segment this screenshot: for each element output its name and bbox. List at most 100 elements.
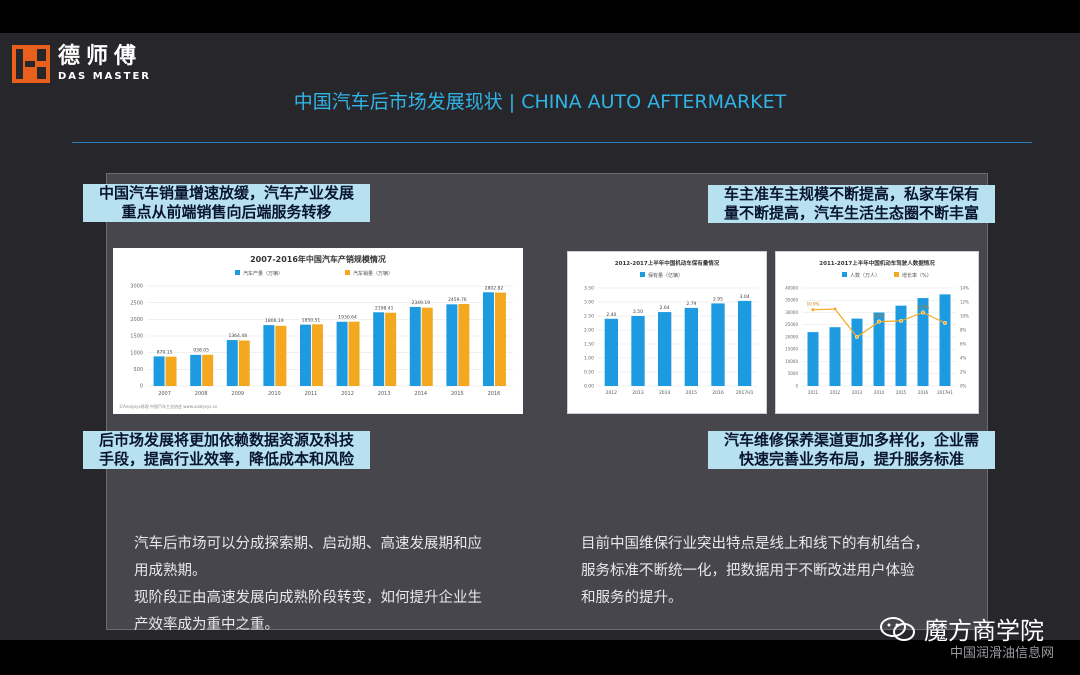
bar-sales [348,321,360,386]
y-tick-label: 1500 [130,334,143,340]
bar-sales [275,325,287,386]
x-tick-label: 2013 [378,391,391,397]
growth-point [942,320,948,326]
y-tick-label: 3.00 [584,300,594,306]
data-label: 2459.76 [448,297,467,303]
data-label: 2.79 [686,301,696,307]
chart-source: ©Analysys易观 中国汽车工业协会 www.analysys.cn [119,403,218,409]
y-tick-label: 0 [795,383,798,388]
data-label: 2349.19 [411,300,430,306]
bar-drivers [851,318,863,386]
y2-tick-label: 2% [960,370,967,375]
das-master-logo-icon [12,45,50,83]
callout-data-tech: 后市场发展将更加依赖数据资源及科技 手段，提高行业效率，降低成本和风险 [83,431,370,469]
legend-swatch-sales [345,270,350,275]
y-tick-label: 35000 [785,298,798,303]
callout-line: 重点从前端销售向后端服务转移 [121,203,332,221]
x-tick-label: 2008 [195,391,208,397]
paragraph-line: 和服务的提升。 [581,590,683,606]
x-tick-label: 2015 [686,390,698,396]
chart-title: 2007-2016年中国汽车产销规模情况 [250,254,386,264]
chart-title: 2011-2017上半年中国机动车驾驶人数据情况 [819,259,935,267]
bar-ownership [738,300,752,386]
bar-production [263,325,275,386]
bar-sales [494,292,506,386]
data-label: 2.95 [713,296,723,302]
watermark-site: 中国润滑油信息网 [949,646,1054,661]
bar-drivers [895,305,907,386]
y-tick-label: 500 [133,367,143,373]
watermark-brand: 魔方商学院 [878,611,1044,646]
growth-point [920,310,926,315]
paragraph-line: 目前中国维保行业突出特点是线上和线下的有机结合， [581,536,929,552]
bar-sales [202,354,214,386]
bar-drivers [873,312,885,386]
x-tick-label: 2014 [659,390,671,396]
y-tick-label: 10000 [785,359,798,364]
y-tick-label: 2500 [130,300,143,306]
y-tick-label: 0 [140,384,143,390]
data-label: 1850.51 [302,317,321,323]
callout-line: 车主准车主规模不断提高，私家车保有 [723,185,979,203]
watermark-brand-text: 魔方商学院 [924,617,1044,645]
paragraph-line: 产效率成为重中之重。 [134,617,279,633]
legend-swatch-production [235,270,240,275]
legend-growth: 增长率（%） [902,272,932,279]
x-tick-label: 2017H1 [736,390,754,396]
logo: 德师傅 DAS MASTER [12,45,151,83]
callout-line: 快速完善业务布局，提升服务标准 [738,450,964,468]
callout-channel-diversity: 汽车维修保养渠道更加多样化，企业需 快速完善业务布局，提升服务标准 [708,431,995,469]
y2-tick-label: 0% [960,384,967,389]
x-tick-label: 2012 [606,390,618,396]
x-tick-label: 2017H1 [937,390,953,395]
paragraph-line: 汽车后市场可以分成探索期、启动期、高速发展期和应 [134,536,482,552]
growth-point [832,306,838,312]
y-tick-label: 20000 [785,334,798,339]
y-tick-label: 3000 [130,284,143,290]
data-label: 938.05 [193,348,209,354]
chart-drivers-svg: 2011-2017上半年中国机动车驾驶人数据情况 人数（万人） 增长率（%） 0… [785,259,969,395]
y-tick-label: 3.50 [584,286,594,292]
wechat-icon [878,615,918,643]
callout-line: 中国汽车销量增速放缓，汽车产业发展 [98,184,354,202]
x-tick-label: 2015 [451,391,464,397]
bar-ownership [604,318,618,386]
x-tick-label: 2009 [231,391,244,397]
y2-tick-label: 8% [960,328,967,333]
y-tick-label: 2000 [130,317,143,323]
legend-swatch-ownership [640,272,645,277]
bar-drivers [807,332,819,386]
growth-point [876,319,882,324]
data-label: 1806.19 [265,318,284,324]
title-divider [72,142,1032,143]
y-tick-label: 1.50 [584,342,594,348]
x-tick-label: 2016 [712,390,724,396]
growth-point [854,334,860,340]
bar-production [336,321,348,386]
y-tick-label: 2.50 [584,314,594,320]
bar-drivers [917,298,929,386]
callout-owner-growth: 车主准车主规模不断提高，私家车保有 量不断提高，汽车生活生态圈不断丰富 [708,185,995,223]
x-tick-label: 2011 [808,390,819,395]
paragraph-line: 现阶段正由高速发展向成熟阶段转变，如何提升企业生 [134,590,482,606]
bar-production [409,306,421,386]
legend-drivers: 人数（万人） [850,272,880,279]
bar-ownership [684,307,698,386]
callout-line: 后市场发展将更加依赖数据资源及科技 [98,431,354,449]
data-label: 1364.48 [228,333,247,339]
y-tick-label: 2.00 [584,328,594,334]
bar-sales [165,356,177,386]
bar-production [226,340,238,386]
growth-label: 10.5% [917,305,930,310]
x-tick-label: 2016 [488,391,501,397]
bar-production [153,356,165,386]
bar-production [482,292,494,386]
body-text-right: 目前中国维保行业突出特点是线上和线下的有机结合， 服务标准不断统一化，把数据用于… [581,531,981,612]
bar-ownership [658,312,672,386]
data-label: 2.64 [660,305,670,311]
growth-point [898,318,904,323]
paragraph-line: 服务标准不断统一化，把数据用于不断改进用户体验 [581,563,915,579]
x-tick-label: 2015 [896,390,907,395]
bar-sales [311,324,323,386]
bar-production [373,312,385,386]
